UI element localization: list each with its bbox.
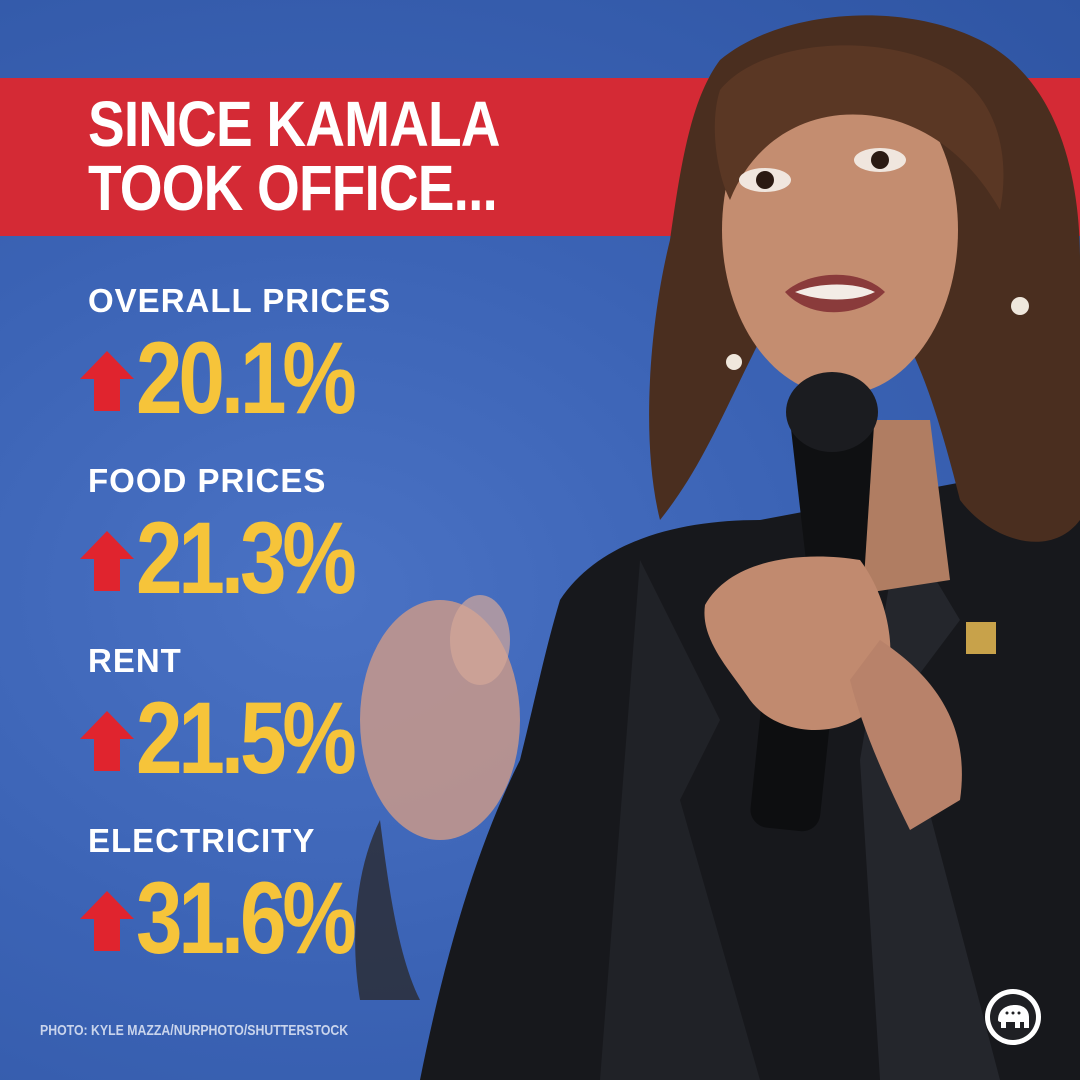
headline: SINCE KAMALA TOOK OFFICE...: [88, 88, 501, 224]
stat-label: FOOD PRICES: [88, 462, 327, 499]
headline-line-2: TOOK OFFICE...: [88, 152, 498, 224]
stat-label: RENT: [88, 642, 182, 679]
arrow-up-icon: [80, 891, 134, 951]
stat-value: 20.1%: [136, 321, 357, 435]
headline-line-1: SINCE KAMALA: [88, 88, 501, 160]
photo-credit: PHOTO: KYLE MAZZA/NURPHOTO/SHUTTERSTOCK: [40, 1022, 349, 1039]
stat-value: 21.3%: [136, 501, 357, 615]
gop-elephant-logo[interactable]: [984, 988, 1042, 1046]
arrow-up-icon: [80, 351, 134, 411]
stat-value: 21.5%: [136, 681, 357, 795]
stat-value: 31.6%: [136, 861, 357, 975]
stat-label: ELECTRICITY: [88, 822, 316, 859]
stat-label: OVERALL PRICES: [88, 282, 392, 319]
arrow-up-icon: [80, 711, 134, 771]
arrow-up-icon: [80, 531, 134, 591]
